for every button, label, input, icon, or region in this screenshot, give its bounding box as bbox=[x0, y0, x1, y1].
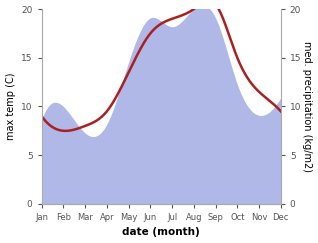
Y-axis label: max temp (C): max temp (C) bbox=[5, 73, 16, 140]
Y-axis label: med. precipitation (kg/m2): med. precipitation (kg/m2) bbox=[302, 41, 313, 172]
X-axis label: date (month): date (month) bbox=[122, 227, 200, 237]
